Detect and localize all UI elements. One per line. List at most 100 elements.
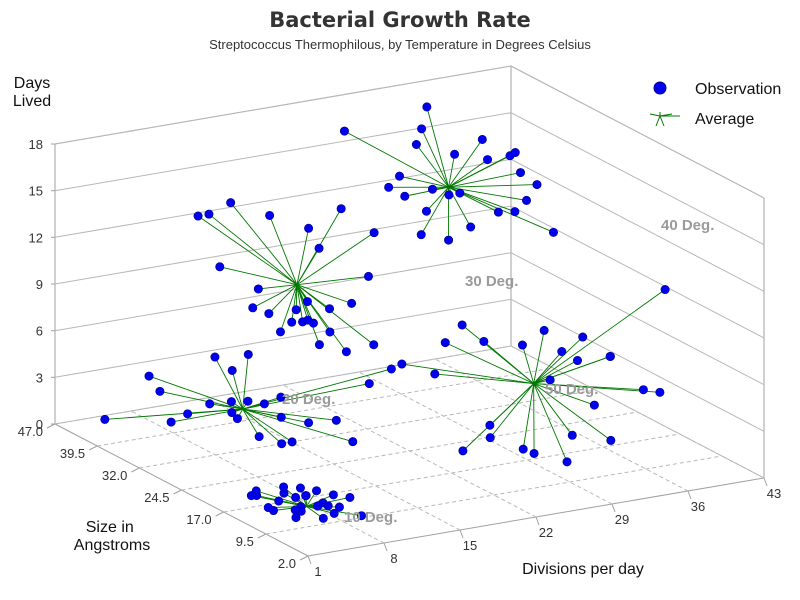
x-tick-label: 1 <box>314 564 321 579</box>
average-spoke <box>269 215 298 285</box>
z-tick-label: 18 <box>29 137 43 152</box>
average-spoke <box>296 284 347 352</box>
z-grid-line <box>54 252 765 386</box>
average-spoke <box>533 336 584 384</box>
y-tick-mark <box>173 489 182 495</box>
observation-point <box>444 235 454 245</box>
average-spoke <box>148 375 243 410</box>
observation-point <box>369 228 379 238</box>
x-tick-mark <box>611 503 616 513</box>
y-tick-label: 2.0 <box>278 556 296 571</box>
observation-point <box>302 297 312 307</box>
average-spoke <box>462 383 534 452</box>
observation-point <box>277 439 287 449</box>
observation-point <box>312 486 322 496</box>
observation-point <box>265 210 275 220</box>
legend-average-spoke <box>659 115 665 127</box>
observation-point <box>458 446 468 456</box>
legend-observation-label: Observation <box>695 81 781 98</box>
legend-average-spoke <box>655 115 661 127</box>
observation-point <box>450 149 460 159</box>
observation-point <box>369 340 379 350</box>
observation-point <box>259 399 269 409</box>
cluster <box>246 482 367 523</box>
x-tick-label: 22 <box>539 525 553 540</box>
observation-point <box>325 304 335 314</box>
observation-point <box>291 513 301 523</box>
legend-observation-marker <box>653 81 667 95</box>
y-tick-label: 32.0 <box>102 468 127 483</box>
average-spoke <box>291 284 298 323</box>
observation-point <box>605 351 615 361</box>
observation-point <box>557 347 567 357</box>
y-tick-label: 47.0 <box>18 424 43 439</box>
cluster-label: 30 Deg. <box>465 273 518 290</box>
observation-point <box>422 102 432 112</box>
average-spoke <box>533 351 563 384</box>
average-spoke <box>296 284 309 321</box>
average-spoke <box>296 284 375 346</box>
average-spoke <box>533 383 595 406</box>
observation-point <box>397 359 407 369</box>
observation-point <box>477 134 487 144</box>
observation-point <box>455 188 465 198</box>
observation-point <box>466 222 476 232</box>
cluster-label: 20 Deg. <box>282 391 335 408</box>
y-floor-grid-line <box>97 367 554 447</box>
average-spoke <box>426 186 449 212</box>
z-grid-line <box>54 158 765 292</box>
observation-point <box>313 501 323 511</box>
observation-point <box>334 502 344 512</box>
average-spoke <box>448 159 488 188</box>
average-spoke <box>533 383 612 441</box>
observation-point <box>545 375 555 385</box>
z-axis-label-line-2: Lived <box>13 93 51 110</box>
observation-point <box>295 483 305 493</box>
observation-point <box>339 126 349 136</box>
observation-point <box>314 340 324 350</box>
average-spoke <box>461 324 534 384</box>
observation-point <box>279 482 289 492</box>
observation-point <box>287 437 297 447</box>
observation-point <box>290 505 300 515</box>
y-tick-label: 9.5 <box>236 534 254 549</box>
z-tick-label: 0 <box>36 417 43 432</box>
observation-point <box>345 492 355 502</box>
observation-point <box>444 190 454 200</box>
legend-average-label: Average <box>695 111 754 128</box>
observation-point <box>578 332 588 342</box>
average-spoke <box>296 284 320 345</box>
observation-point <box>483 155 493 165</box>
observation-point <box>493 207 503 217</box>
average-spoke <box>521 344 535 384</box>
observation-point <box>479 336 489 346</box>
legend-average-marker <box>649 112 680 127</box>
y-tick-label: 39.5 <box>60 446 85 461</box>
observation-point <box>274 496 284 506</box>
observation-point <box>400 191 410 201</box>
average-spoke <box>448 152 516 188</box>
observation-point <box>331 415 341 425</box>
x-tick-label: 29 <box>615 512 629 527</box>
average-spoke <box>296 284 304 322</box>
observation-point <box>144 371 154 381</box>
observation-point <box>254 432 264 442</box>
average-spoke <box>533 360 578 384</box>
observation-point <box>417 124 427 134</box>
observation-point <box>548 227 558 237</box>
average-spoke <box>231 370 244 410</box>
y-floor-grid-line <box>265 455 722 535</box>
chart-title: Bacterial Growth Rate <box>269 8 531 32</box>
observation-point <box>347 298 357 308</box>
y-tick-label: 17.0 <box>186 512 211 527</box>
legend-average-spoke <box>649 113 661 117</box>
y-tick-mark <box>46 423 56 429</box>
observation-point <box>276 392 286 402</box>
observation-point <box>215 262 225 272</box>
z-tick-label: 6 <box>36 324 43 339</box>
y-axis-label: Size in Angstroms <box>74 519 150 554</box>
average-spoke <box>533 383 660 393</box>
cluster-label: 10 Deg. <box>344 509 397 526</box>
cluster <box>100 349 396 449</box>
observation-point <box>386 364 396 374</box>
